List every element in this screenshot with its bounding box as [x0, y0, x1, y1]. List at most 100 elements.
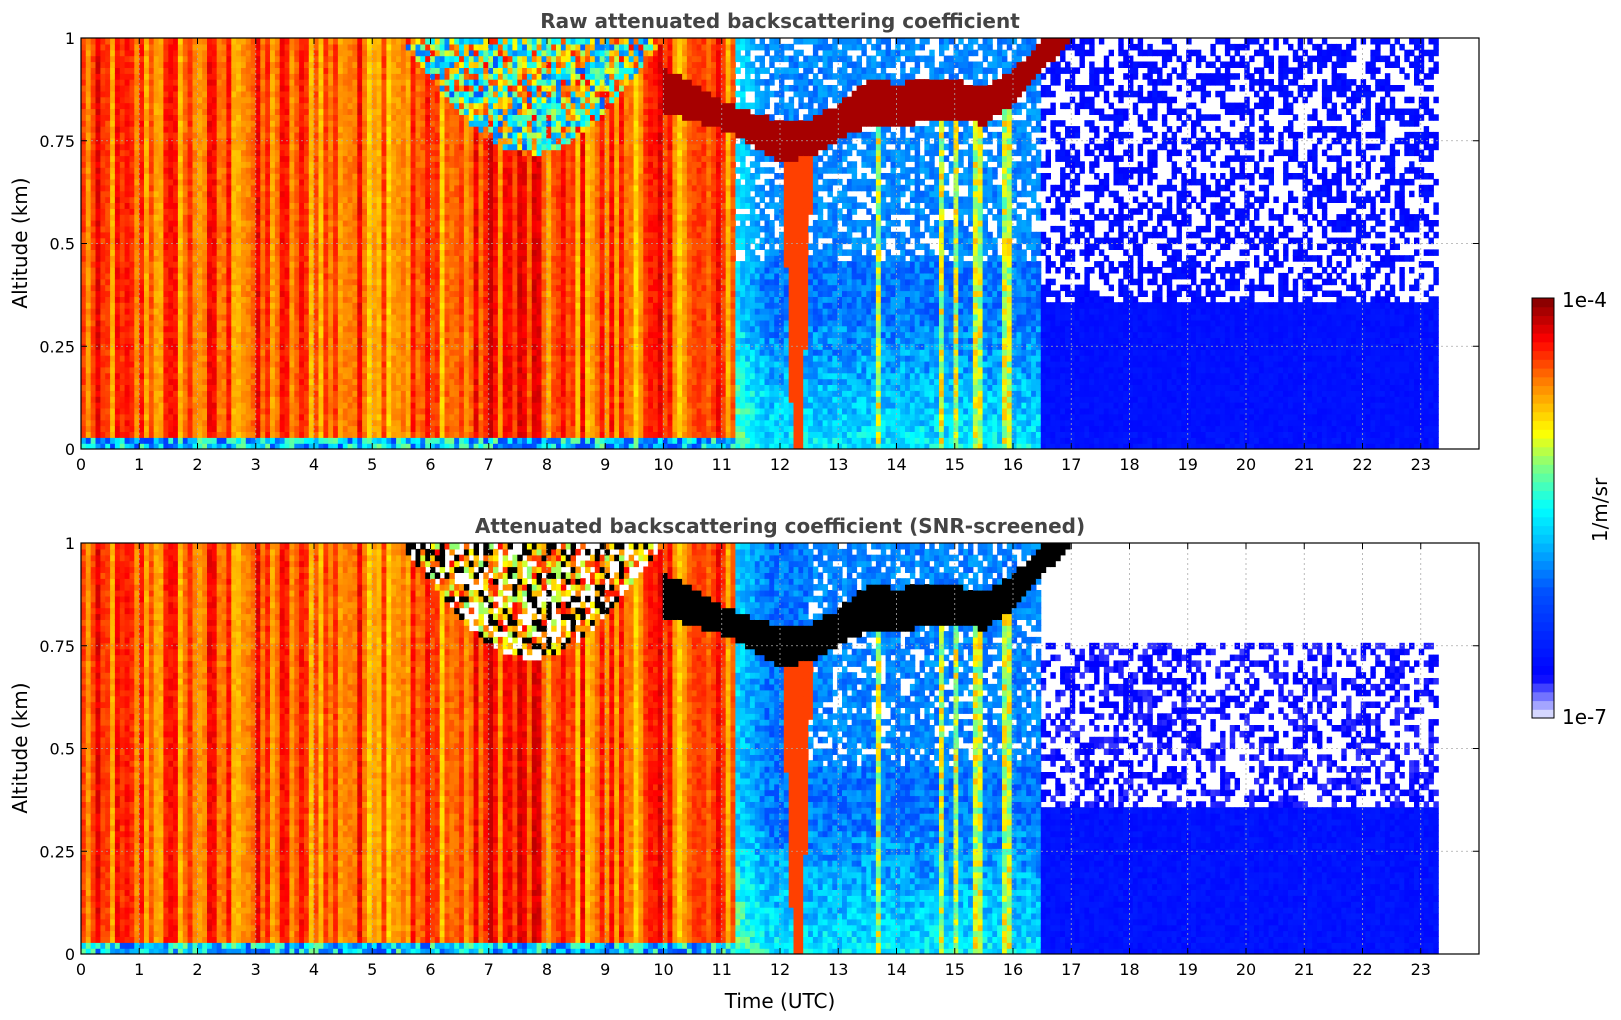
heatmap-cell	[226, 243, 232, 250]
heatmap-cell	[177, 302, 184, 309]
heatmap-cell	[357, 366, 363, 374]
heatmap-cell	[381, 196, 387, 203]
heatmap-cell	[255, 355, 261, 362]
heatmap-cell	[308, 443, 315, 449]
heatmap-cell	[226, 43, 232, 51]
heatmap-cell	[367, 337, 373, 344]
heatmap-cell	[347, 237, 353, 245]
heatmap-cell	[241, 343, 247, 350]
heatmap-cell	[274, 425, 281, 432]
heatmap-cell	[81, 261, 87, 268]
heatmap-cell	[405, 167, 412, 174]
heatmap-cell	[236, 208, 242, 215]
heatmap-cell	[177, 214, 184, 221]
heatmap-cell	[400, 425, 407, 432]
heatmap-cell	[371, 178, 378, 186]
heatmap-cell	[211, 255, 218, 262]
heatmap-cell	[284, 149, 290, 157]
heatmap-cell	[134, 149, 140, 157]
heatmap-cell	[158, 443, 164, 449]
heatmap-cell	[260, 143, 266, 151]
heatmap-cell	[197, 343, 203, 350]
heatmap-cell	[95, 38, 101, 45]
heatmap-cell	[216, 167, 223, 174]
heatmap-cell	[139, 349, 145, 356]
heatmap-cell	[173, 272, 179, 280]
heatmap-cell	[318, 178, 324, 186]
heatmap-cell	[153, 196, 160, 203]
heatmap-cell	[173, 366, 179, 374]
heatmap-cell	[144, 149, 150, 157]
heatmap-cell	[255, 55, 261, 63]
heatmap-cell	[245, 214, 252, 221]
heatmap-cell	[173, 143, 179, 151]
heatmap-cell	[265, 355, 271, 362]
heatmap-cell	[333, 284, 339, 292]
heatmap-cell	[114, 143, 121, 151]
heatmap-cell	[318, 437, 324, 444]
heatmap-cell	[260, 437, 266, 444]
heatmap-cell	[313, 214, 320, 221]
heatmap-cell	[153, 249, 160, 256]
heatmap-cell	[168, 43, 174, 51]
heatmap-cell	[410, 184, 416, 192]
heatmap-cell	[187, 390, 193, 397]
heatmap-cell	[236, 225, 242, 233]
heatmap-cell	[124, 196, 130, 203]
heatmap-cell	[294, 143, 300, 151]
heatmap-cell	[250, 443, 257, 449]
heatmap-cell	[100, 337, 106, 344]
heatmap-cell	[405, 296, 412, 303]
heatmap-cell	[192, 149, 198, 157]
heatmap-cell	[90, 90, 97, 98]
heatmap-cell	[367, 390, 373, 397]
heatmap-cell	[236, 96, 242, 104]
heatmap-cell	[255, 120, 261, 127]
heatmap-cell	[357, 249, 363, 256]
heatmap-cell	[250, 90, 257, 98]
heatmap-cell	[245, 425, 252, 432]
heatmap-cell	[168, 296, 174, 303]
heatmap-cell	[236, 243, 242, 250]
heatmap-cell	[347, 284, 353, 292]
heatmap-cell	[410, 231, 416, 239]
heatmap-cell	[323, 431, 329, 438]
heatmap-cell	[211, 220, 218, 227]
heatmap-cell	[333, 431, 339, 438]
heatmap-cell	[362, 120, 368, 127]
heatmap-cell	[347, 190, 353, 198]
heatmap-cell	[415, 360, 421, 368]
heatmap-cell	[279, 331, 286, 339]
heatmap-cell	[304, 437, 310, 444]
heatmap-cell	[153, 149, 160, 157]
heatmap-cell	[270, 114, 276, 121]
heatmap-cell	[299, 173, 305, 180]
heatmap-cell	[144, 178, 150, 186]
heatmap-cell	[299, 155, 305, 162]
heatmap-cell	[95, 131, 101, 139]
heatmap-cell	[357, 290, 363, 297]
heatmap-cell	[241, 173, 247, 180]
heatmap-cell	[216, 55, 223, 63]
heatmap-cell	[105, 431, 111, 438]
heatmap-cell	[85, 225, 92, 233]
heatmap-cell	[376, 402, 383, 409]
heatmap-cell	[241, 237, 247, 245]
heatmap-cell	[202, 319, 208, 327]
heatmap-cell	[207, 220, 213, 227]
heatmap-cell	[304, 267, 310, 274]
heatmap-cell	[362, 390, 368, 397]
heatmap-cell	[405, 425, 412, 432]
heatmap-cell	[173, 73, 179, 80]
heatmap-cell	[342, 431, 349, 438]
heatmap-cell	[367, 225, 373, 233]
heatmap-cell	[386, 208, 392, 215]
heatmap-cell	[333, 208, 339, 215]
heatmap-cell	[211, 390, 218, 397]
heatmap-cell	[396, 137, 402, 145]
heatmap-cell	[207, 290, 213, 297]
heatmap-cell	[376, 261, 383, 268]
heatmap-cell	[308, 384, 315, 391]
heatmap-cell	[323, 437, 329, 444]
heatmap-cell	[100, 214, 106, 221]
